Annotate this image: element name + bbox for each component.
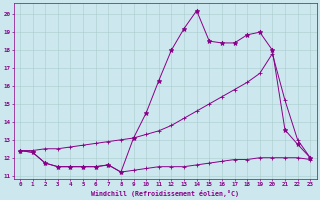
X-axis label: Windchill (Refroidissement éolien,°C): Windchill (Refroidissement éolien,°C) (91, 190, 239, 197)
